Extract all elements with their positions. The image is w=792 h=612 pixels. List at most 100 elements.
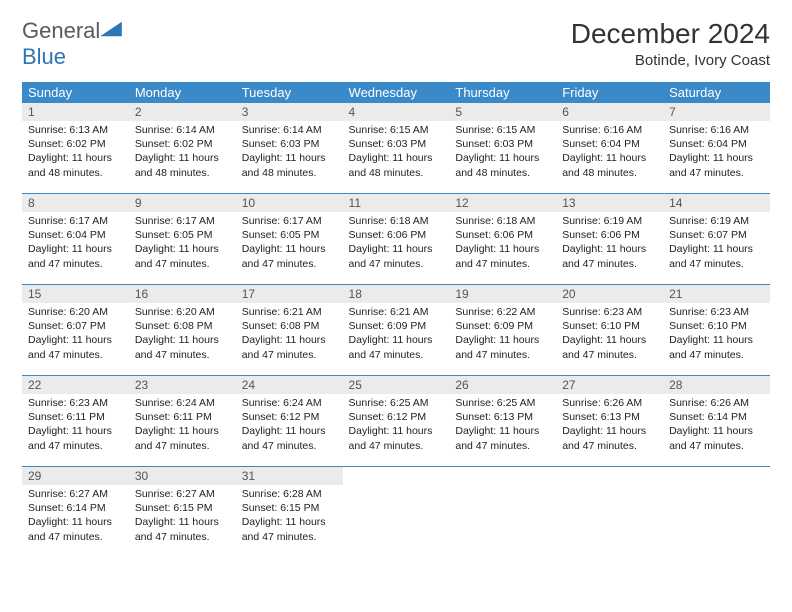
day-header-cell: Wednesday: [343, 82, 450, 103]
day-number: 11: [343, 193, 450, 212]
calendar-day-cell: 29Sunrise: 6:27 AMSunset: 6:14 PMDayligh…: [22, 466, 129, 557]
calendar-day-cell: .: [343, 466, 450, 557]
calendar-day-cell: 20Sunrise: 6:23 AMSunset: 6:10 PMDayligh…: [556, 284, 663, 375]
calendar-week-row: 8Sunrise: 6:17 AMSunset: 6:04 PMDaylight…: [22, 193, 770, 284]
day-details: Sunrise: 6:19 AMSunset: 6:07 PMDaylight:…: [663, 212, 770, 284]
day-number: 4: [343, 103, 450, 121]
day-number: 31: [236, 466, 343, 485]
logo-text-general: General: [22, 18, 100, 43]
calendar-day-cell: 11Sunrise: 6:18 AMSunset: 6:06 PMDayligh…: [343, 193, 450, 284]
day-number: 27: [556, 375, 663, 394]
day-number: 14: [663, 193, 770, 212]
day-number: 8: [22, 193, 129, 212]
calendar-day-cell: 9Sunrise: 6:17 AMSunset: 6:05 PMDaylight…: [129, 193, 236, 284]
day-number: 16: [129, 284, 236, 303]
day-number: 10: [236, 193, 343, 212]
day-details: Sunrise: 6:24 AMSunset: 6:12 PMDaylight:…: [236, 394, 343, 466]
calendar-day-cell: 10Sunrise: 6:17 AMSunset: 6:05 PMDayligh…: [236, 193, 343, 284]
day-details: Sunrise: 6:16 AMSunset: 6:04 PMDaylight:…: [663, 121, 770, 193]
day-details: Sunrise: 6:14 AMSunset: 6:02 PMDaylight:…: [129, 121, 236, 193]
calendar-day-cell: 13Sunrise: 6:19 AMSunset: 6:06 PMDayligh…: [556, 193, 663, 284]
day-details: Sunrise: 6:17 AMSunset: 6:04 PMDaylight:…: [22, 212, 129, 284]
day-details: Sunrise: 6:24 AMSunset: 6:11 PMDaylight:…: [129, 394, 236, 466]
calendar-day-cell: 1Sunrise: 6:13 AMSunset: 6:02 PMDaylight…: [22, 103, 129, 193]
day-details: Sunrise: 6:26 AMSunset: 6:14 PMDaylight:…: [663, 394, 770, 466]
day-number: 5: [449, 103, 556, 121]
calendar-day-cell: 19Sunrise: 6:22 AMSunset: 6:09 PMDayligh…: [449, 284, 556, 375]
calendar-day-cell: 16Sunrise: 6:20 AMSunset: 6:08 PMDayligh…: [129, 284, 236, 375]
day-details: Sunrise: 6:18 AMSunset: 6:06 PMDaylight:…: [449, 212, 556, 284]
day-details: Sunrise: 6:15 AMSunset: 6:03 PMDaylight:…: [343, 121, 450, 193]
day-header-cell: Saturday: [663, 82, 770, 103]
day-number: 21: [663, 284, 770, 303]
calendar-day-cell: 2Sunrise: 6:14 AMSunset: 6:02 PMDaylight…: [129, 103, 236, 193]
calendar-day-cell: 21Sunrise: 6:23 AMSunset: 6:10 PMDayligh…: [663, 284, 770, 375]
calendar-day-cell: 3Sunrise: 6:14 AMSunset: 6:03 PMDaylight…: [236, 103, 343, 193]
calendar-day-cell: 31Sunrise: 6:28 AMSunset: 6:15 PMDayligh…: [236, 466, 343, 557]
day-details: Sunrise: 6:26 AMSunset: 6:13 PMDaylight:…: [556, 394, 663, 466]
day-number: 22: [22, 375, 129, 394]
calendar-day-cell: 14Sunrise: 6:19 AMSunset: 6:07 PMDayligh…: [663, 193, 770, 284]
day-number: 12: [449, 193, 556, 212]
calendar-week-row: 1Sunrise: 6:13 AMSunset: 6:02 PMDaylight…: [22, 103, 770, 193]
day-number: 9: [129, 193, 236, 212]
day-number: 25: [343, 375, 450, 394]
day-number: 1: [22, 103, 129, 121]
day-details: Sunrise: 6:25 AMSunset: 6:12 PMDaylight:…: [343, 394, 450, 466]
calendar-day-cell: 15Sunrise: 6:20 AMSunset: 6:07 PMDayligh…: [22, 284, 129, 375]
day-details: Sunrise: 6:28 AMSunset: 6:15 PMDaylight:…: [236, 485, 343, 557]
calendar-day-cell: .: [556, 466, 663, 557]
day-details: Sunrise: 6:20 AMSunset: 6:08 PMDaylight:…: [129, 303, 236, 375]
day-details: Sunrise: 6:21 AMSunset: 6:09 PMDaylight:…: [343, 303, 450, 375]
calendar-day-cell: 27Sunrise: 6:26 AMSunset: 6:13 PMDayligh…: [556, 375, 663, 466]
day-details: Sunrise: 6:25 AMSunset: 6:13 PMDaylight:…: [449, 394, 556, 466]
calendar-day-cell: 17Sunrise: 6:21 AMSunset: 6:08 PMDayligh…: [236, 284, 343, 375]
header: General Blue December 2024 Botinde, Ivor…: [22, 18, 770, 70]
day-number: 30: [129, 466, 236, 485]
month-title: December 2024: [571, 18, 770, 50]
day-header-cell: Tuesday: [236, 82, 343, 103]
calendar-day-cell: 4Sunrise: 6:15 AMSunset: 6:03 PMDaylight…: [343, 103, 450, 193]
calendar-day-cell: .: [663, 466, 770, 557]
logo-text-blue: Blue: [22, 44, 66, 69]
day-number: 7: [663, 103, 770, 121]
calendar-day-cell: 6Sunrise: 6:16 AMSunset: 6:04 PMDaylight…: [556, 103, 663, 193]
day-number: 18: [343, 284, 450, 303]
day-details: Sunrise: 6:15 AMSunset: 6:03 PMDaylight:…: [449, 121, 556, 193]
title-block: December 2024 Botinde, Ivory Coast: [571, 18, 770, 69]
day-details: Sunrise: 6:16 AMSunset: 6:04 PMDaylight:…: [556, 121, 663, 193]
day-number: 29: [22, 466, 129, 485]
calendar-day-cell: 7Sunrise: 6:16 AMSunset: 6:04 PMDaylight…: [663, 103, 770, 193]
calendar-week-row: 15Sunrise: 6:20 AMSunset: 6:07 PMDayligh…: [22, 284, 770, 375]
day-details: Sunrise: 6:23 AMSunset: 6:11 PMDaylight:…: [22, 394, 129, 466]
day-number: 13: [556, 193, 663, 212]
calendar-day-cell: 24Sunrise: 6:24 AMSunset: 6:12 PMDayligh…: [236, 375, 343, 466]
day-details: Sunrise: 6:27 AMSunset: 6:14 PMDaylight:…: [22, 485, 129, 557]
calendar-week-row: 22Sunrise: 6:23 AMSunset: 6:11 PMDayligh…: [22, 375, 770, 466]
logo-triangle-icon: [100, 20, 122, 38]
calendar-day-cell: 22Sunrise: 6:23 AMSunset: 6:11 PMDayligh…: [22, 375, 129, 466]
day-details: Sunrise: 6:20 AMSunset: 6:07 PMDaylight:…: [22, 303, 129, 375]
day-details: Sunrise: 6:21 AMSunset: 6:08 PMDaylight:…: [236, 303, 343, 375]
day-number: 20: [556, 284, 663, 303]
day-details: Sunrise: 6:19 AMSunset: 6:06 PMDaylight:…: [556, 212, 663, 284]
calendar-day-cell: 5Sunrise: 6:15 AMSunset: 6:03 PMDaylight…: [449, 103, 556, 193]
calendar-day-cell: 18Sunrise: 6:21 AMSunset: 6:09 PMDayligh…: [343, 284, 450, 375]
day-number: 28: [663, 375, 770, 394]
calendar-day-cell: .: [449, 466, 556, 557]
day-number: 15: [22, 284, 129, 303]
calendar-table: SundayMondayTuesdayWednesdayThursdayFrid…: [22, 82, 770, 557]
day-header-cell: Thursday: [449, 82, 556, 103]
day-details: Sunrise: 6:17 AMSunset: 6:05 PMDaylight:…: [129, 212, 236, 284]
calendar-day-cell: 8Sunrise: 6:17 AMSunset: 6:04 PMDaylight…: [22, 193, 129, 284]
day-header-cell: Sunday: [22, 82, 129, 103]
location: Botinde, Ivory Coast: [571, 52, 770, 69]
day-number: 26: [449, 375, 556, 394]
day-number: 2: [129, 103, 236, 121]
calendar-day-cell: 25Sunrise: 6:25 AMSunset: 6:12 PMDayligh…: [343, 375, 450, 466]
day-number: 23: [129, 375, 236, 394]
day-number: 24: [236, 375, 343, 394]
calendar-day-cell: 28Sunrise: 6:26 AMSunset: 6:14 PMDayligh…: [663, 375, 770, 466]
calendar-day-cell: 30Sunrise: 6:27 AMSunset: 6:15 PMDayligh…: [129, 466, 236, 557]
day-details: Sunrise: 6:14 AMSunset: 6:03 PMDaylight:…: [236, 121, 343, 193]
